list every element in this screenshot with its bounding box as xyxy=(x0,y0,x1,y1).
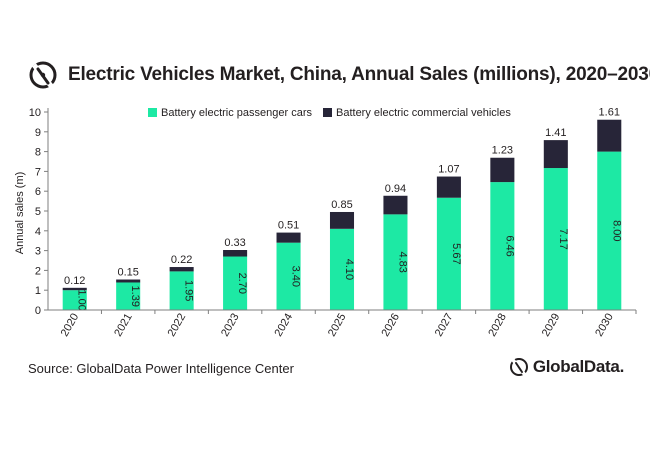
x-tick-label-2028: 2028 xyxy=(486,312,509,339)
bar-passenger-2021 xyxy=(116,282,141,310)
bar-commercial-2027 xyxy=(436,176,461,198)
bar-passenger-2027 xyxy=(436,197,461,310)
globaldata-small-logo-icon xyxy=(509,358,528,377)
x-tick-label-2023: 2023 xyxy=(219,312,242,339)
bar-commercial-2030 xyxy=(597,119,622,152)
brand-name: GlobalData. xyxy=(532,357,624,376)
data-label-commercial-2023: 0.33 xyxy=(224,237,245,249)
x-tick-label-2022: 2022 xyxy=(166,312,189,339)
bar-passenger-2030 xyxy=(597,151,622,310)
y-tick-label: 7 xyxy=(35,166,41,178)
y-tick-label: 9 xyxy=(35,127,41,139)
bar-passenger-2028 xyxy=(490,182,515,310)
bar-commercial-2025 xyxy=(329,211,355,229)
bar-commercial-2026 xyxy=(383,195,408,215)
chart-area: Battery electric passenger cars Battery e… xyxy=(0,100,650,345)
bar-passenger-2024 xyxy=(276,242,301,310)
bar-commercial-2024 xyxy=(276,232,301,243)
bar-passenger-2025 xyxy=(329,228,355,310)
data-label-passenger-2021: 1.39 xyxy=(129,286,141,307)
data-label-commercial-2025: 0.85 xyxy=(331,199,352,211)
data-label-commercial-2027: 1.07 xyxy=(438,164,459,176)
stacked-bar-chart: Battery electric passenger cars Battery e… xyxy=(14,107,637,339)
data-label-commercial-2029: 1.41 xyxy=(545,127,566,139)
legend-label-1: Battery electric passenger cars xyxy=(161,107,313,119)
data-label-passenger-2023: 2.70 xyxy=(236,273,248,294)
bar-commercial-2023 xyxy=(223,250,248,257)
y-tick-label: 2 xyxy=(35,265,41,277)
data-label-commercial-2028: 1.23 xyxy=(492,145,513,157)
bar-commercial-2020 xyxy=(62,287,87,291)
data-label-passenger-2022: 1.95 xyxy=(183,280,195,301)
chart-title: Electric Vehicles Market, China, Annual … xyxy=(68,64,650,85)
x-tick-label-2025: 2025 xyxy=(326,312,349,339)
bar-passenger-2022 xyxy=(169,271,194,310)
data-label-passenger-2025: 4.10 xyxy=(343,259,355,280)
data-label-passenger-2027: 5.67 xyxy=(450,243,462,264)
data-label-commercial-2021: 0.15 xyxy=(117,267,138,279)
bar-commercial-2021 xyxy=(116,279,141,283)
x-tick-label-2030: 2030 xyxy=(593,312,616,339)
x-tick-label-2029: 2029 xyxy=(540,312,563,339)
y-tick-label: 6 xyxy=(35,186,41,198)
data-label-passenger-2024: 3.40 xyxy=(290,266,302,287)
bar-commercial-2028 xyxy=(490,157,515,183)
x-tick-label-2026: 2026 xyxy=(379,312,402,339)
x-tick-label-2020: 2020 xyxy=(59,312,82,339)
data-label-commercial-2030: 1.61 xyxy=(599,107,620,119)
x-tick-label-2024: 2024 xyxy=(273,312,296,339)
data-label-passenger-2029: 7.17 xyxy=(557,228,569,249)
bar-passenger-2020 xyxy=(62,290,87,310)
bar-commercial-2029 xyxy=(543,140,568,169)
x-tick-label-2027: 2027 xyxy=(433,312,456,339)
y-tick-label: 4 xyxy=(35,226,41,238)
bar-passenger-2029 xyxy=(543,168,568,310)
legend-swatch-2 xyxy=(323,108,332,117)
chart-legend: Battery electric passenger cars Battery e… xyxy=(148,107,511,119)
x-tick-label-2021: 2021 xyxy=(112,312,135,339)
bar-passenger-2023 xyxy=(223,256,248,310)
data-label-passenger-2028: 6.46 xyxy=(503,235,515,256)
bar-commercial-2022 xyxy=(169,267,194,272)
data-label-passenger-2020: 1.00 xyxy=(76,289,88,310)
data-label-commercial-2020: 0.12 xyxy=(64,275,85,287)
data-label-commercial-2024: 0.51 xyxy=(278,220,299,232)
globaldata-logo-icon xyxy=(29,61,57,89)
y-tick-label: 8 xyxy=(35,147,41,159)
legend-swatch-1 xyxy=(148,108,157,117)
y-tick-label: 3 xyxy=(35,246,41,258)
y-tick-label: 10 xyxy=(29,107,41,119)
source-note: Source: GlobalData Power Intelligence Ce… xyxy=(28,361,294,376)
brand-logo: GlobalData. xyxy=(509,357,624,377)
y-tick-label: 5 xyxy=(35,206,41,218)
chart-header: Electric Vehicles Market, China, Annual … xyxy=(28,58,650,92)
y-tick-label: 0 xyxy=(35,305,41,317)
y-axis-label: Annual sales (m) xyxy=(14,172,26,255)
legend-label-2: Battery electric commercial vehicles xyxy=(336,107,511,119)
data-label-passenger-2030: 8.00 xyxy=(610,220,622,241)
data-label-commercial-2026: 0.94 xyxy=(385,183,406,195)
data-label-passenger-2026: 4.83 xyxy=(396,251,408,272)
data-label-commercial-2022: 0.22 xyxy=(171,254,192,266)
bar-passenger-2026 xyxy=(383,214,408,310)
y-tick-label: 1 xyxy=(35,285,41,297)
